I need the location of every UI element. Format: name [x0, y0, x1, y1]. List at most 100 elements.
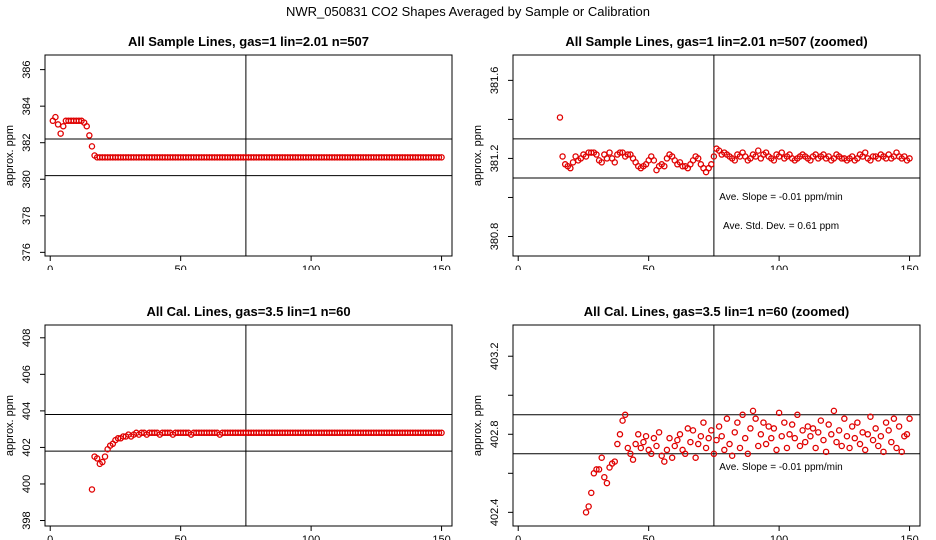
annotation-text: Ave. Slope = -0.01 ppm/min — [719, 462, 843, 473]
y-tick-label: 382 — [21, 134, 33, 152]
data-point — [658, 452, 665, 459]
data-point — [731, 157, 739, 164]
x-tick-label: 150 — [432, 264, 450, 270]
data-point — [676, 431, 684, 438]
data-point — [616, 431, 624, 438]
y-tick-label: 384 — [21, 97, 33, 115]
data-point — [828, 431, 835, 438]
data-point — [606, 149, 613, 156]
x-tick-label: 100 — [302, 264, 320, 270]
data-point — [814, 429, 822, 436]
data-point — [598, 159, 605, 166]
data-point — [588, 489, 595, 497]
data-point — [809, 425, 817, 432]
data-point — [705, 434, 712, 442]
data-point — [882, 419, 890, 426]
data-point — [642, 432, 650, 440]
y-tick-label: 402.4 — [489, 499, 501, 527]
data-point — [875, 442, 882, 450]
data-point — [773, 446, 780, 454]
plot-frame — [512, 324, 921, 527]
data-point — [650, 157, 658, 164]
data-points — [556, 114, 913, 176]
y-axis-label: approx. ppm — [472, 125, 484, 186]
data-point — [830, 407, 838, 415]
data-point — [718, 432, 725, 440]
data-point — [582, 509, 590, 516]
data-point — [781, 419, 788, 426]
data-point — [775, 409, 783, 417]
data-point — [846, 444, 853, 452]
x-tick-label: 100 — [770, 264, 788, 270]
y-tick-label: 381.6 — [489, 67, 501, 95]
data-point — [661, 162, 668, 170]
data-point — [697, 432, 705, 440]
data-point — [856, 440, 864, 448]
data-point — [629, 456, 637, 463]
data-point — [778, 432, 785, 440]
data-point — [880, 448, 887, 456]
data-point — [614, 440, 621, 448]
data-point — [637, 444, 645, 452]
data-point — [435, 429, 443, 437]
data-point — [702, 444, 710, 452]
data-point — [661, 458, 668, 465]
data-point — [747, 425, 754, 432]
chart-panel-bottom-right: All Cal. Lines, gas=3.5 lin=1 n=60 (zoom… — [472, 304, 921, 540]
y-tick-label: 381.2 — [489, 145, 501, 173]
data-point — [744, 450, 752, 458]
data-point — [825, 421, 832, 428]
data-point — [817, 417, 825, 424]
annotation-text: Ave. Slope = -0.01 ppm/min — [719, 192, 843, 203]
data-point — [801, 438, 809, 446]
data-point — [632, 440, 639, 448]
data-point — [611, 159, 618, 166]
chart-title: All Cal. Lines, gas=3.5 lin=1 n=60 (zoom… — [584, 304, 850, 319]
data-point — [692, 454, 699, 461]
y-axis-label: approx. ppm — [472, 395, 484, 456]
data-point — [867, 413, 874, 420]
data-point — [593, 151, 600, 158]
data-point — [888, 438, 895, 446]
data-point — [648, 450, 655, 458]
data-point — [754, 147, 762, 154]
x-tick-label: 100 — [770, 534, 788, 540]
data-point — [593, 466, 600, 473]
y-tick-label: 404 — [21, 402, 33, 420]
y-tick-label: 376 — [21, 243, 33, 261]
data-point — [770, 425, 778, 432]
data-point — [731, 429, 739, 436]
data-point — [99, 458, 106, 466]
data-point — [885, 427, 892, 434]
data-point — [588, 149, 595, 156]
data-point — [723, 415, 731, 422]
data-point — [854, 419, 861, 426]
x-tick-label: 150 — [900, 264, 918, 270]
data-point — [585, 503, 592, 510]
data-point — [794, 411, 801, 419]
data-point — [57, 130, 64, 137]
y-axis-label: approx. ppm — [4, 395, 16, 456]
data-point — [666, 434, 673, 442]
chart-panel-top-right: All Sample Lines, gas=1 lin=2.01 n=507 (… — [472, 34, 921, 270]
chart-title: All Sample Lines, gas=1 lin=2.01 n=507 (… — [565, 34, 867, 49]
data-point — [569, 159, 577, 166]
y-tick-label: 402.8 — [489, 421, 501, 449]
data-point — [841, 415, 848, 422]
x-tick-label: 0 — [47, 534, 53, 540]
page-title: NWR_050831 CO2 Shapes Averaged by Sample… — [286, 4, 650, 19]
x-tick-label: 50 — [643, 264, 655, 270]
data-point — [52, 113, 59, 121]
data-point — [567, 164, 574, 172]
data-point — [835, 427, 843, 434]
y-axis-label: approx. ppm — [4, 125, 16, 186]
data-point — [624, 151, 632, 158]
data-point — [438, 154, 445, 161]
data-point — [634, 431, 642, 438]
data-point — [627, 450, 634, 458]
data-point — [893, 444, 900, 452]
data-point — [812, 444, 819, 452]
data-point — [807, 432, 814, 440]
data-point — [681, 450, 689, 458]
data-point — [668, 454, 676, 461]
